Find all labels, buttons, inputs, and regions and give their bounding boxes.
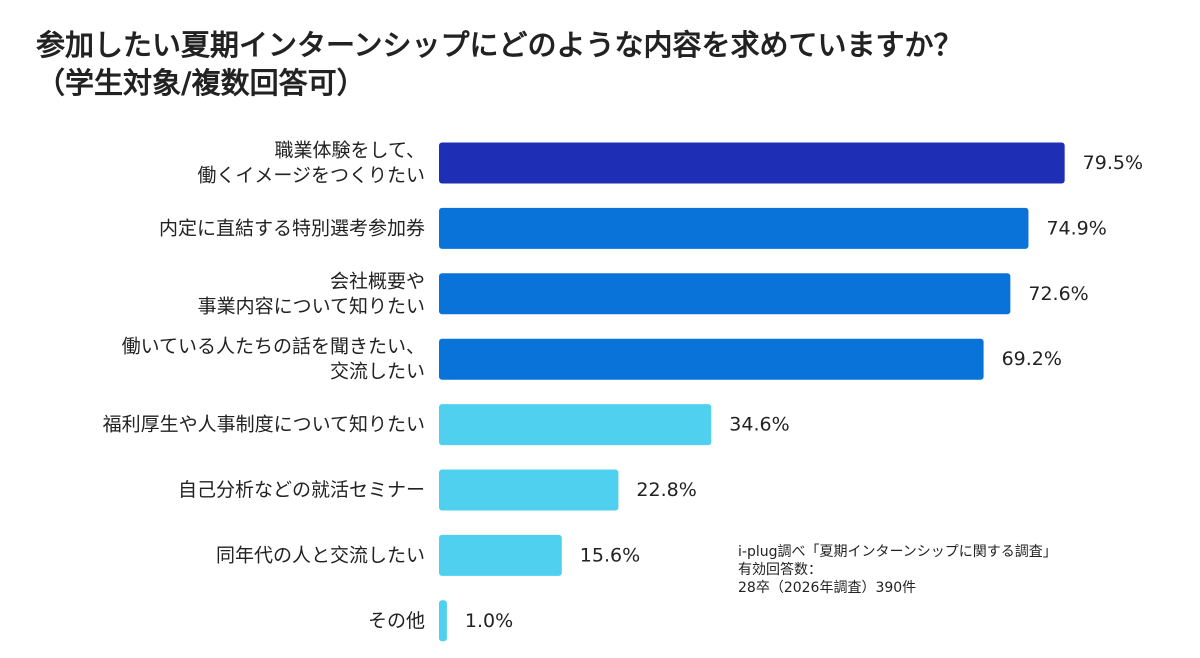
category-label-4-line-2: 交流したい	[330, 361, 425, 383]
category-label-1-line-2: 働くイメージをつくりたい	[197, 165, 425, 187]
bar-3	[439, 273, 1011, 315]
category-label-3-line-2: 事業内容について知りたい	[198, 295, 425, 317]
value-label-1: 79.5%	[1083, 152, 1143, 174]
bar-6	[439, 469, 619, 511]
category-label-4-line-1: 働いている人たちの話を聞きたい、	[122, 336, 425, 358]
value-label-2: 74.9%	[1046, 217, 1106, 239]
category-label-1-line-1: 職業体験をして、	[275, 140, 425, 162]
bar-4	[439, 338, 984, 380]
category-label-3-line-1: 会社概要や	[330, 270, 425, 292]
source-note-line-2: 有効回答数：	[738, 562, 822, 578]
value-label-6: 22.8%	[636, 479, 696, 501]
bar-7	[439, 534, 562, 576]
category-label-8-line-1: その他	[368, 610, 425, 632]
bar-1	[439, 142, 1065, 184]
chart-title: 参加したい夏期インターンシップにどのような内容を求めていますか？ （学生対象/複…	[36, 26, 1176, 102]
value-label-4: 69.2%	[1002, 348, 1062, 370]
value-label-8: 1.0%	[465, 610, 513, 632]
bar-2	[439, 207, 1029, 249]
category-label-7-line-1: 同年代の人と交流したい	[216, 544, 425, 566]
value-label-3: 72.6%	[1028, 283, 1088, 305]
category-label-5-line-1: 福利厚生や人事制度について知りたい	[103, 414, 425, 436]
value-label-7: 15.6%	[580, 544, 640, 566]
source-note-line-1: i-plug調べ「夏期インターンシップに関する調査」	[738, 544, 1057, 560]
bar-8	[439, 600, 447, 642]
value-label-5: 34.6%	[729, 414, 789, 436]
chart-title-line-1: 参加したい夏期インターンシップにどのような内容を求めていますか？	[36, 28, 963, 62]
bar-5	[439, 404, 712, 446]
chart-title-line-2: （学生対象/複数回答可）	[36, 66, 366, 100]
source-note: i-plug調べ「夏期インターンシップに関する調査」 有効回答数： 28卒（20…	[738, 543, 1057, 597]
category-label-2-line-1: 内定に直結する特別選考参加券	[159, 217, 425, 239]
source-note-line-3: 28卒（2026年調査）390件	[738, 580, 917, 596]
category-label-6-line-1: 自己分析などの就活セミナー	[178, 479, 425, 501]
